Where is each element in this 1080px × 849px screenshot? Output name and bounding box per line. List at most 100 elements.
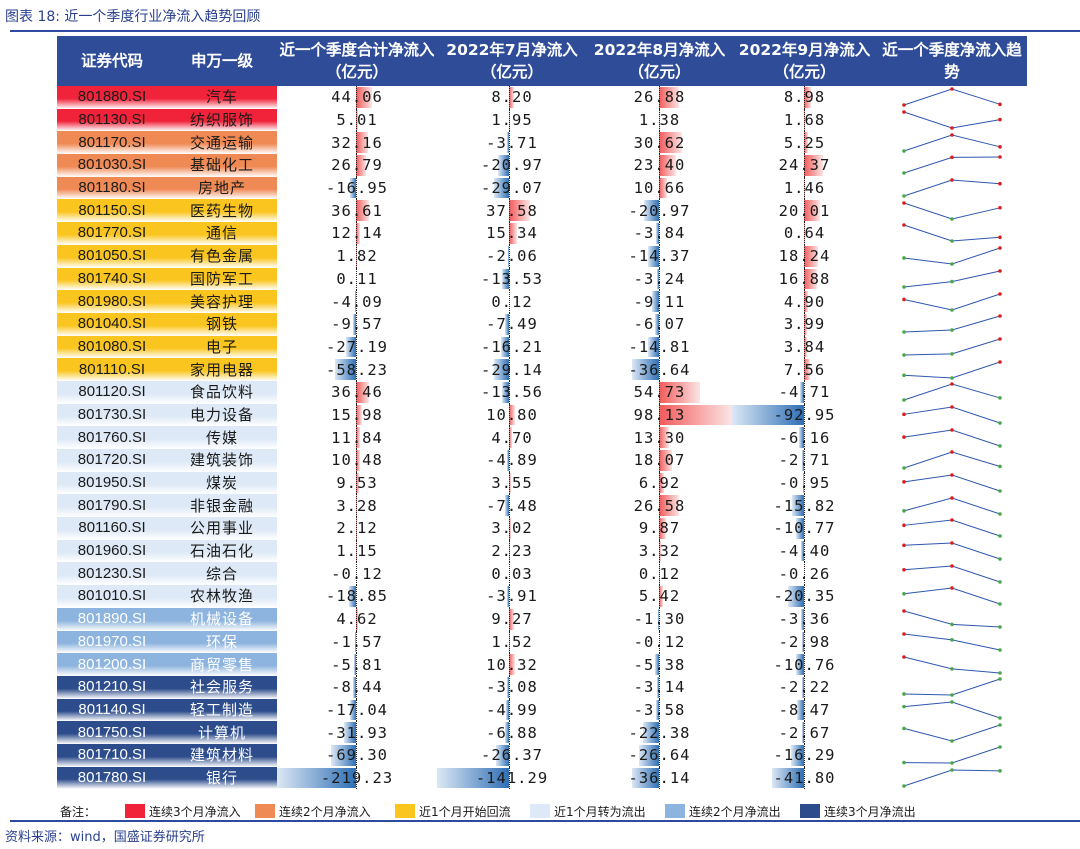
- table-row: 801750.SI 计算机 -31.93 -6.88 -22.38 -2.67: [57, 721, 1027, 744]
- value-quarter: -0.12: [331, 564, 383, 583]
- bar-sep: [804, 291, 808, 312]
- cell-quarter: -219.23: [277, 766, 437, 790]
- legend-text: 近1个月转为流出: [554, 805, 646, 819]
- cell-trend: [877, 631, 1027, 654]
- cell-name: 汽车: [167, 86, 277, 109]
- bar-jul: [509, 404, 515, 426]
- value-sep: -92.95: [773, 405, 836, 424]
- cell-name: 建筑装饰: [167, 449, 277, 472]
- cell-name: 纺织服饰: [167, 108, 277, 132]
- trend-point-outflow: [902, 330, 906, 335]
- value-jul: -7.49: [486, 315, 538, 334]
- cell-quarter: 15.98: [277, 403, 437, 427]
- bar-sep: [732, 404, 804, 426]
- cell-quarter: 0.11: [277, 267, 437, 291]
- cell-code: 801780.SI: [57, 766, 167, 790]
- cell-trend: [877, 222, 1027, 245]
- cell-aug: 6.92: [587, 471, 732, 495]
- trend-sparkline: [902, 246, 1002, 266]
- axis-jul: [509, 653, 510, 676]
- axis-jul: [509, 471, 510, 495]
- cell-aug: -26.64: [587, 743, 732, 767]
- cell-quarter: 2.12: [277, 517, 437, 540]
- value-jul: 0.03: [491, 564, 533, 583]
- cell-trend: [877, 313, 1027, 336]
- trend-point-outflow: [998, 511, 1002, 516]
- cell-aug: -20.97: [587, 199, 732, 223]
- cell-trend: [877, 472, 1027, 495]
- bar-quarter: [349, 586, 356, 607]
- value-aug: -9.11: [633, 292, 686, 311]
- cell-trend: [877, 585, 1027, 608]
- value-quarter: 3.28: [336, 496, 378, 515]
- bar-sep: [800, 381, 804, 403]
- cell-quarter: -8.44: [277, 675, 437, 699]
- cell-name: 公用事业: [167, 517, 277, 540]
- axis-aug: [659, 766, 660, 790]
- trend-sparkline: [902, 314, 1002, 335]
- cell-sep: -16.29: [732, 743, 877, 767]
- cell-sep: 0.64: [732, 222, 877, 245]
- cell-aug: 23.40: [587, 154, 732, 177]
- value-aug: 10.66: [633, 179, 686, 198]
- trend-point-outflow: [950, 700, 954, 704]
- axis-aug: [659, 358, 660, 381]
- bar-sep: [799, 427, 804, 448]
- axis-sep: [804, 766, 805, 790]
- cell-code: 801140.SI: [57, 698, 167, 722]
- trend-point-inflow: [998, 314, 1002, 319]
- cell-aug: -3.84: [587, 222, 732, 245]
- cell-sep: -2.98: [732, 630, 877, 654]
- bar-sep: [801, 722, 804, 743]
- trend-sparkline: [902, 337, 1002, 357]
- trend-line: [903, 88, 1001, 106]
- trend-sparkline: [902, 563, 1002, 584]
- trend-line: [903, 497, 1001, 515]
- cell-jul: -7.48: [437, 494, 587, 518]
- axis-jul: [509, 108, 510, 132]
- value-quarter: 1.15: [336, 542, 378, 561]
- cell-sep: -4.71: [732, 380, 877, 404]
- trend-point-outflow: [998, 625, 1002, 629]
- trend-point-outflow: [950, 216, 954, 221]
- bar-quarter: [356, 472, 360, 494]
- trend-line: [903, 156, 1001, 174]
- bar-quarter: [353, 654, 356, 675]
- axis-jul: [509, 585, 510, 608]
- bar-jul: [505, 495, 509, 517]
- table-row: 801710.SI 建筑材料 -69.30 -26.37 -26.64 -16.29: [57, 743, 1027, 767]
- cell-code: 801180.SI: [57, 176, 167, 200]
- cell-jul: 4.70: [437, 426, 587, 449]
- cell-code: 801710.SI: [57, 743, 167, 767]
- axis-aug: [659, 267, 660, 291]
- axis-jul: [509, 607, 510, 631]
- value-sep: 3.99: [783, 315, 826, 334]
- value-jul: 3.55: [491, 474, 533, 493]
- bar-aug: [659, 87, 679, 108]
- axis-sep: [804, 244, 805, 268]
- trend-point-outflow: [902, 704, 906, 709]
- bar-aug: [642, 722, 659, 743]
- value-sep: -41.80: [773, 768, 836, 787]
- axis-jul: [509, 199, 510, 223]
- trend-point-inflow: [998, 235, 1002, 240]
- bar-aug: [659, 155, 677, 176]
- value-aug: -14.37: [628, 247, 691, 266]
- axis-jul: [509, 698, 510, 722]
- value-jul: -13.56: [481, 383, 543, 402]
- axis-sep: [804, 675, 805, 699]
- value-jul: 4.70: [491, 428, 533, 447]
- bar-aug: [659, 427, 669, 448]
- value-sep: 1.46: [783, 179, 826, 198]
- trend-line: [903, 587, 1001, 605]
- trend-point-inflow: [950, 495, 954, 500]
- trend-line: [903, 451, 1001, 469]
- trend-sparkline: [902, 654, 1002, 675]
- trend-point-inflow: [950, 382, 954, 387]
- value-aug: 6.92: [638, 474, 681, 493]
- trend-sparkline: [902, 405, 1002, 425]
- axis-quarter: [356, 539, 357, 563]
- cell-aug: 3.32: [587, 539, 732, 563]
- trend-point-inflow: [998, 205, 1002, 210]
- table-row: 801740.SI 国防军工 0.11 -13.53 -3.24 16.88: [57, 267, 1027, 291]
